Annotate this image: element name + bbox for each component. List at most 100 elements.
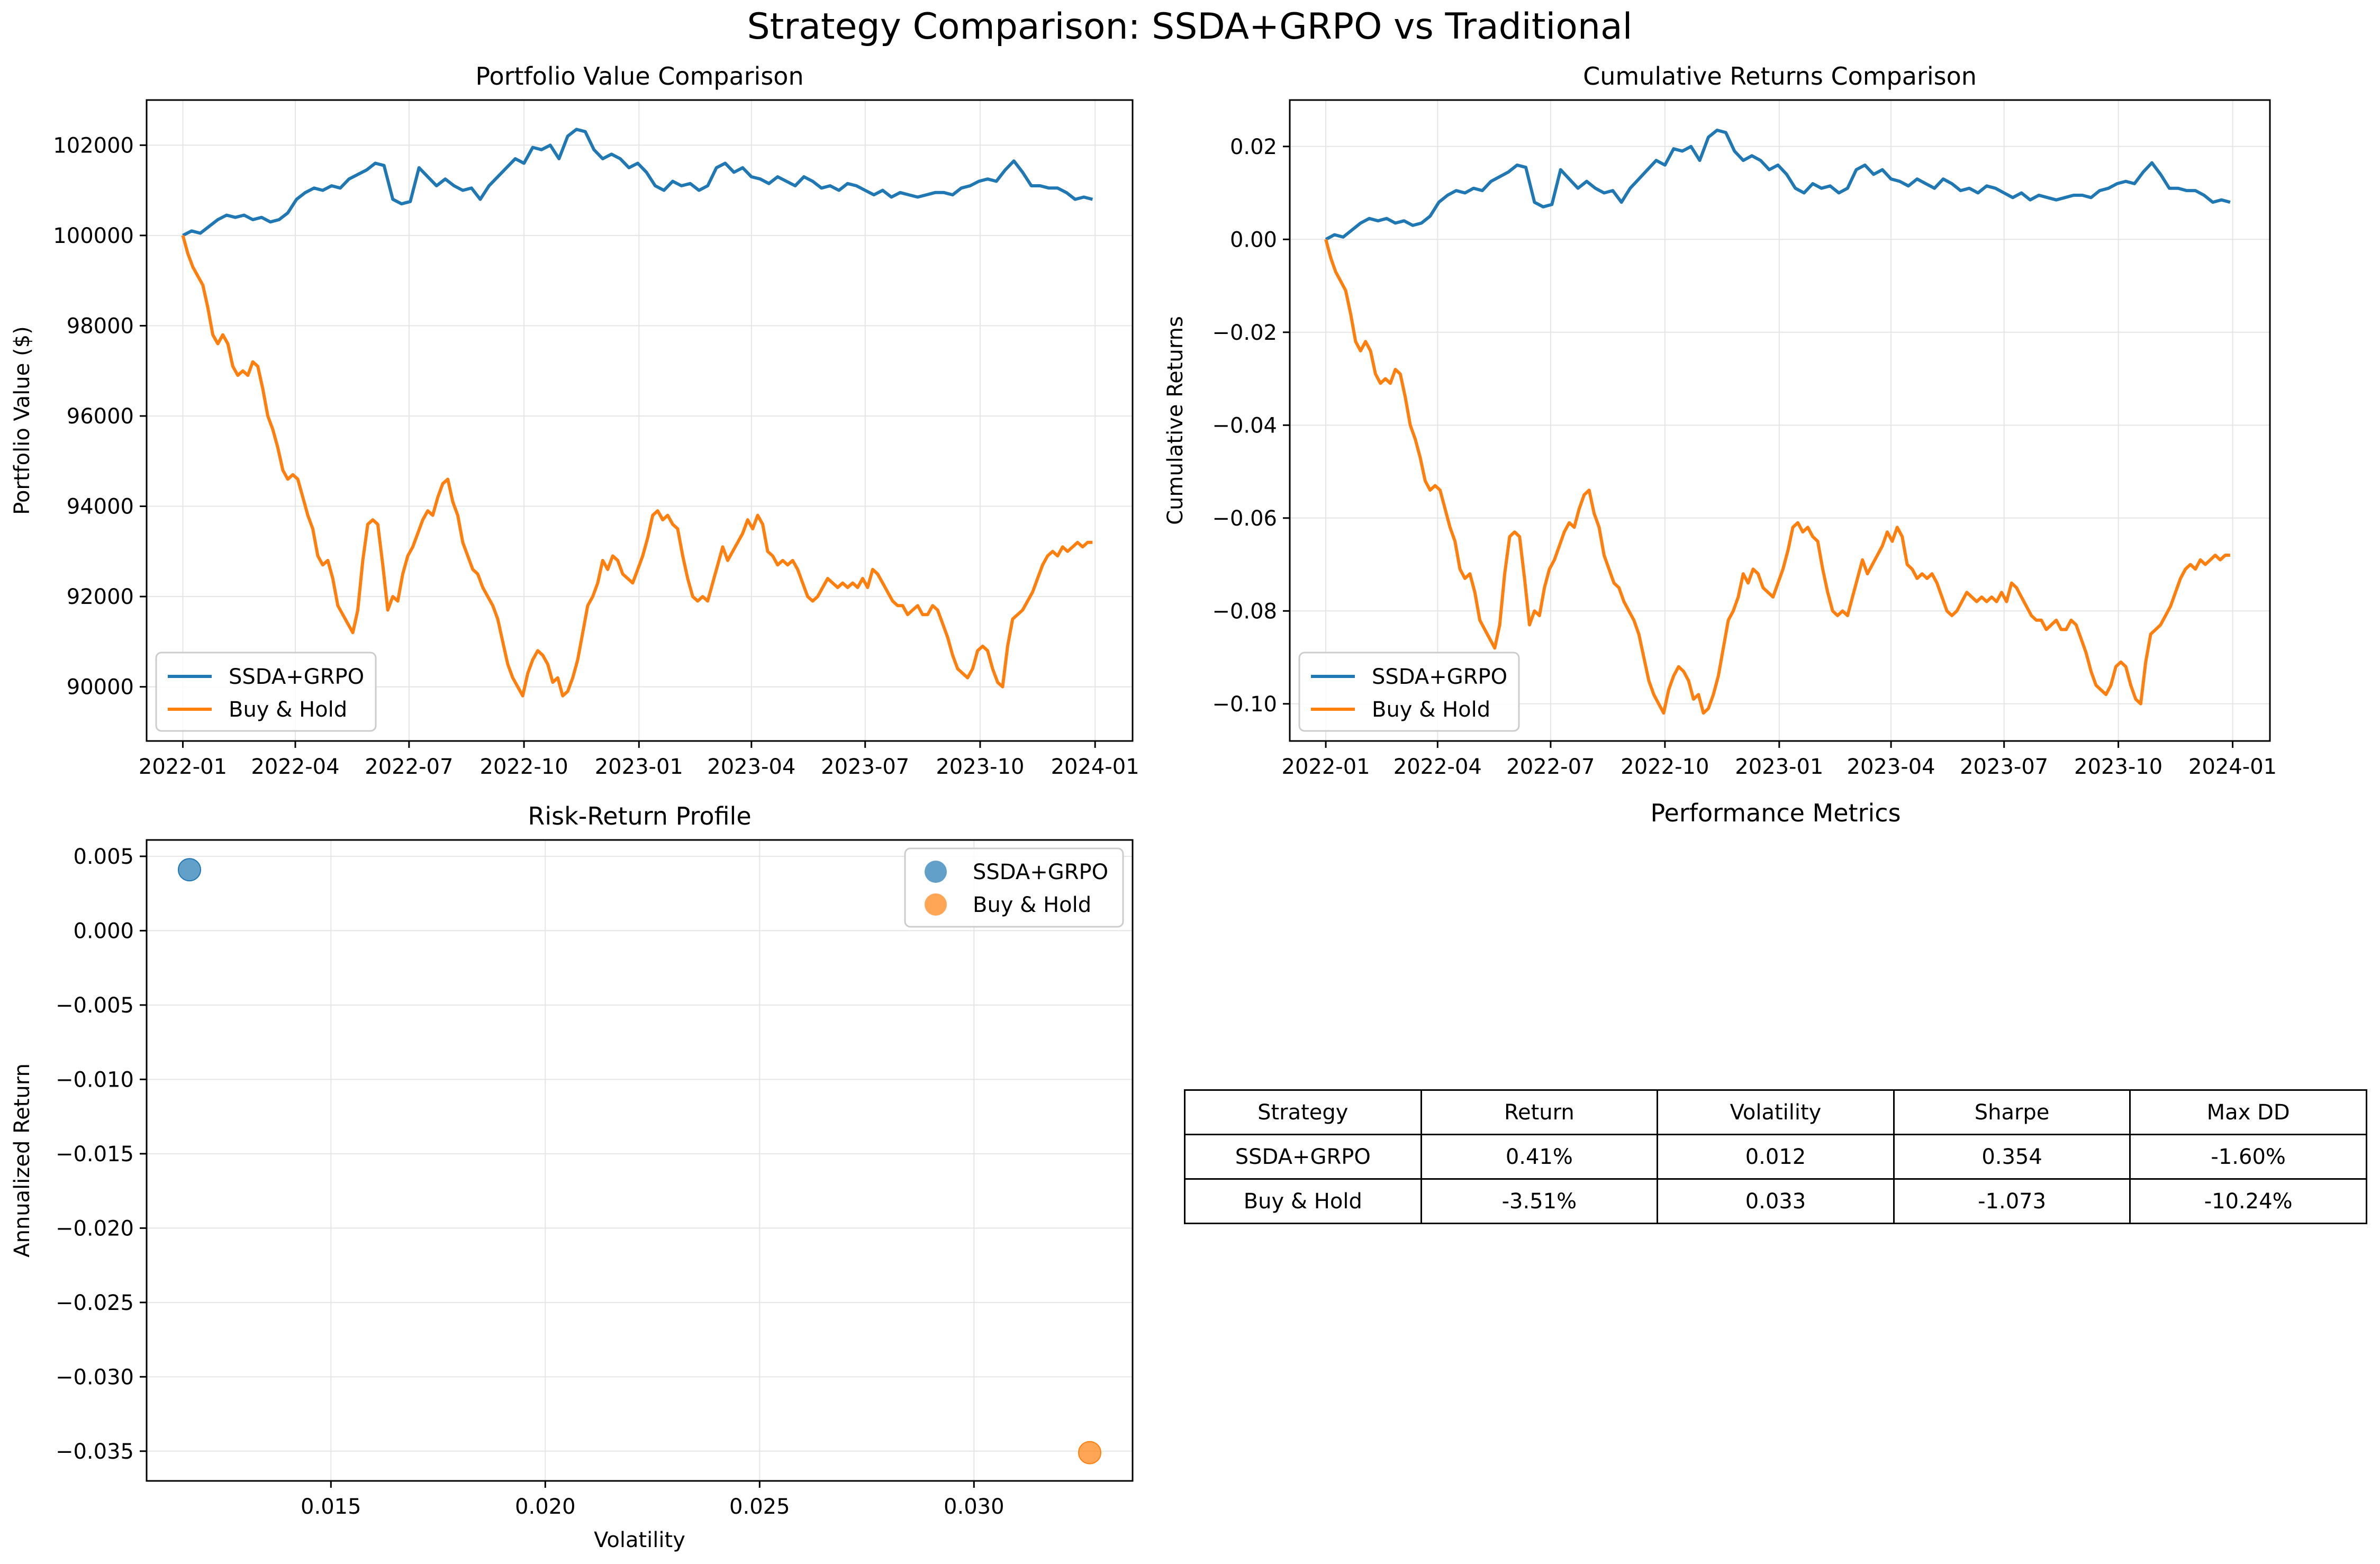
legend-label: SSDA+GRPO (1372, 665, 1507, 689)
table-cell: -1.073 (1893, 1178, 2131, 1224)
x-tick-label: 2023-10 (2074, 755, 2162, 779)
table-row: SSDA+GRPO 0.41% 0.012 0.354 -1.60% (1184, 1134, 2367, 1180)
x-tick-label: 2023-04 (1847, 755, 1935, 779)
table-cell: -3.51% (1420, 1178, 1659, 1224)
plot-frame (146, 839, 1134, 1482)
y-tick-label: −0.010 (56, 1068, 134, 1092)
cumulative-returns-chart: Cumulative Returns Comparison 2022-01 2022… (1163, 62, 2277, 779)
table-row: Buy & Hold -3.51% 0.033 -1.073 -10.24% (1184, 1178, 2367, 1224)
legend: SSDA+GRPO Buy & Hold (155, 652, 377, 732)
x-tick-label: 2022-01 (1282, 755, 1370, 779)
legend-label: SSDA+GRPO (973, 860, 1108, 884)
portfolio-value-chart: Portfolio Value Comparison 2022-01 2022-04… (10, 62, 1139, 779)
scatter-point-ssda-grpo (178, 858, 201, 882)
performance-metrics-title: Performance Metrics (1650, 799, 1901, 827)
table-cell: 0.012 (1657, 1134, 1895, 1180)
y-tick-label: 98000 (67, 314, 134, 338)
table-cell: SSDA+GRPO (1184, 1134, 1422, 1180)
table-cell: -10.24% (2129, 1178, 2367, 1224)
legend: SSDA+GRPO Buy & Hold (904, 847, 1124, 928)
scatter-point-buy-hold (1078, 1441, 1101, 1464)
y-tick-label: −0.02 (1212, 321, 1277, 345)
y-axis-label: Annualized Return (10, 1063, 34, 1258)
y-axis-label: Cumulative Returns (1163, 316, 1188, 525)
series-line-buy-hold (1324, 239, 2230, 715)
table-header-cell: Sharpe (1893, 1089, 2131, 1135)
table-header-row: Strategy Return Volatility Sharpe Max DD (1184, 1089, 2367, 1135)
table-header-cell: Volatility (1657, 1089, 1895, 1135)
y-tick-label: 94000 (67, 495, 134, 519)
x-tick-label: 2023-01 (595, 755, 683, 779)
x-tick-label: 2022-07 (1506, 755, 1595, 779)
x-tick-label: 2022-10 (480, 755, 568, 779)
table-cell: 0.033 (1657, 1178, 1895, 1224)
y-tick-label: 96000 (67, 404, 134, 429)
y-tick-label: −0.06 (1212, 507, 1277, 531)
series-line-ssda-grpo (182, 128, 1093, 237)
x-tick-label: 2023-01 (1735, 755, 1823, 779)
x-tick-label: 2022-10 (1621, 755, 1709, 779)
y-tick-label: −0.04 (1212, 413, 1277, 438)
x-tick-label: 2023-04 (707, 755, 795, 779)
figure-title: Strategy Comparison: SSDA+GRPO vs Tradit… (747, 6, 1632, 48)
y-tick-label: −0.015 (56, 1142, 134, 1167)
legend-marker (925, 893, 947, 916)
y-tick-label: 100000 (53, 224, 134, 248)
series-line-buy-hold (181, 235, 1093, 698)
chart-title: Cumulative Returns Comparison (1583, 62, 1977, 91)
plot-frame (1289, 99, 2271, 742)
chart-title: Portfolio Value Comparison (475, 62, 803, 91)
y-tick-label: −0.020 (56, 1216, 134, 1241)
y-tick-label: 90000 (67, 675, 134, 700)
performance-metrics-table: Strategy Return Volatility Sharpe Max DD SSDA… (1184, 1089, 2367, 1224)
y-tick-label: −0.10 (1212, 692, 1277, 717)
legend-label: Buy & Hold (1372, 698, 1490, 722)
legend: SSDA+GRPO Buy & Hold (1298, 652, 1520, 732)
y-axis-label: Portfolio Value ($) (10, 326, 34, 514)
y-tick-label: −0.030 (56, 1365, 134, 1389)
table-cell: Buy & Hold (1184, 1178, 1422, 1224)
y-tick-label: −0.005 (56, 993, 134, 1018)
x-tick-label: 0.025 (729, 1495, 790, 1519)
x-tick-label: 2022-04 (1393, 755, 1482, 779)
y-tick-label: 0.005 (73, 845, 134, 869)
table-header-cell: Return (1420, 1089, 1659, 1135)
table-cell: -1.60% (2129, 1134, 2367, 1180)
series-line-ssda-grpo (1325, 129, 2231, 241)
legend-box (1298, 652, 1520, 732)
x-tick-label: 2023-10 (936, 755, 1024, 779)
legend-label: Buy & Hold (229, 698, 347, 722)
table-cell: 0.354 (1893, 1134, 2131, 1180)
y-tick-label: −0.035 (56, 1440, 134, 1464)
x-tick-label: 0.030 (944, 1495, 1005, 1519)
legend-box (904, 847, 1124, 928)
x-tick-label: 2022-07 (365, 755, 453, 779)
x-tick-label: 2022-01 (139, 755, 227, 779)
y-tick-label: 102000 (53, 133, 134, 158)
y-tick-label: 0.000 (73, 919, 134, 943)
y-tick-label: −0.025 (56, 1291, 134, 1315)
plot-frame (146, 99, 1134, 742)
x-tick-label: 2023-07 (821, 755, 909, 779)
x-tick-label: 2022-04 (251, 755, 339, 779)
table-header-cell: Max DD (2129, 1089, 2367, 1135)
y-tick-label: 0.00 (1230, 228, 1277, 252)
legend-marker (925, 861, 947, 883)
chart-title: Risk-Return Profile (528, 802, 751, 830)
x-tick-label: 2023-07 (1960, 755, 2048, 779)
legend-label: SSDA+GRPO (229, 665, 364, 689)
table-header-cell: Strategy (1184, 1089, 1422, 1135)
y-tick-label: 0.02 (1230, 135, 1277, 159)
legend-label: Buy & Hold (973, 893, 1091, 917)
legend-box (155, 652, 377, 732)
x-tick-label: 2024-01 (1051, 755, 1139, 779)
x-tick-label: 0.015 (301, 1495, 361, 1519)
x-tick-label: 2024-01 (2188, 755, 2277, 779)
risk-return-chart: Risk-Return Profile 0.015 0.020 0.025 0.030 0… (10, 802, 1134, 1552)
table-cell: 0.41% (1420, 1134, 1659, 1180)
x-axis-label: Volatility (594, 1528, 685, 1552)
y-tick-label: −0.08 (1212, 599, 1277, 623)
y-tick-label: 92000 (67, 585, 134, 609)
x-tick-label: 0.020 (515, 1495, 576, 1519)
